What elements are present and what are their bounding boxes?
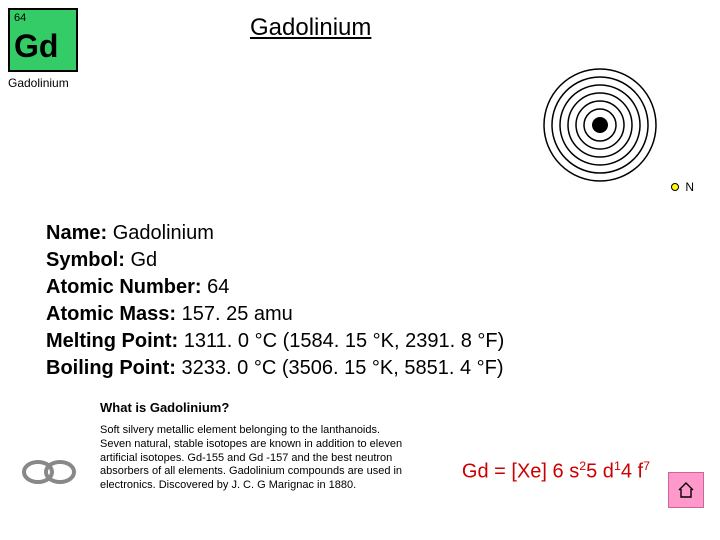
atomic-number: 64: [14, 12, 72, 24]
home-button[interactable]: [668, 472, 704, 508]
description-text: Soft silvery metallic element belonging …: [100, 424, 410, 493]
prop-atomic-number-value: 64: [207, 276, 229, 298]
prop-boiling-point-label: Boiling Point:: [46, 357, 176, 379]
prop-name: Name: Gadolinium: [46, 220, 504, 247]
prop-atomic-number: Atomic Number: 64: [46, 274, 504, 301]
legend-dot: [671, 183, 679, 191]
prop-boiling-point: Boiling Point: 3233. 0 °C (3506. 15 °K, …: [46, 355, 504, 382]
legend-n: N: [671, 180, 694, 194]
prop-name-value: Gadolinium: [113, 222, 214, 244]
electron-config: Gd = [Xe] 6 s25 d14 f7: [462, 459, 650, 484]
prop-melting-point-value: 1311. 0 °C (1584. 15 °K, 2391. 8 °F): [184, 330, 504, 352]
prop-atomic-mass: Atomic Mass: 157. 25 amu: [46, 301, 504, 328]
prop-symbol-value: Gd: [130, 249, 157, 271]
prop-atomic-mass-label: Atomic Mass:: [46, 303, 176, 325]
prop-symbol-label: Symbol:: [46, 249, 125, 271]
page-title: Gadolinium: [250, 14, 371, 42]
prop-name-label: Name:: [46, 222, 107, 244]
properties-list: Name: Gadolinium Symbol: Gd Atomic Numbe…: [46, 220, 504, 382]
prop-melting-point-label: Melting Point:: [46, 330, 178, 352]
prop-symbol: Symbol: Gd: [46, 247, 504, 274]
tile-caption: Gadolinium: [8, 76, 69, 90]
prop-atomic-mass-value: 157. 25 amu: [182, 303, 293, 325]
element-tile: 64 Gd: [8, 8, 78, 72]
prop-melting-point: Melting Point: 1311. 0 °C (1584. 15 °K, …: [46, 328, 504, 355]
legend-label: N: [685, 180, 694, 194]
home-icon: [676, 480, 696, 500]
element-symbol: Gd: [14, 30, 72, 62]
prop-atomic-number-label: Atomic Number:: [46, 276, 202, 298]
prop-boiling-point-value: 3233. 0 °C (3506. 15 °K, 5851. 4 °F): [182, 357, 504, 379]
what-heading: What is Gadolinium?: [100, 400, 229, 415]
atom-diagram: [500, 60, 700, 190]
chain-link-icon[interactable]: [20, 452, 78, 492]
